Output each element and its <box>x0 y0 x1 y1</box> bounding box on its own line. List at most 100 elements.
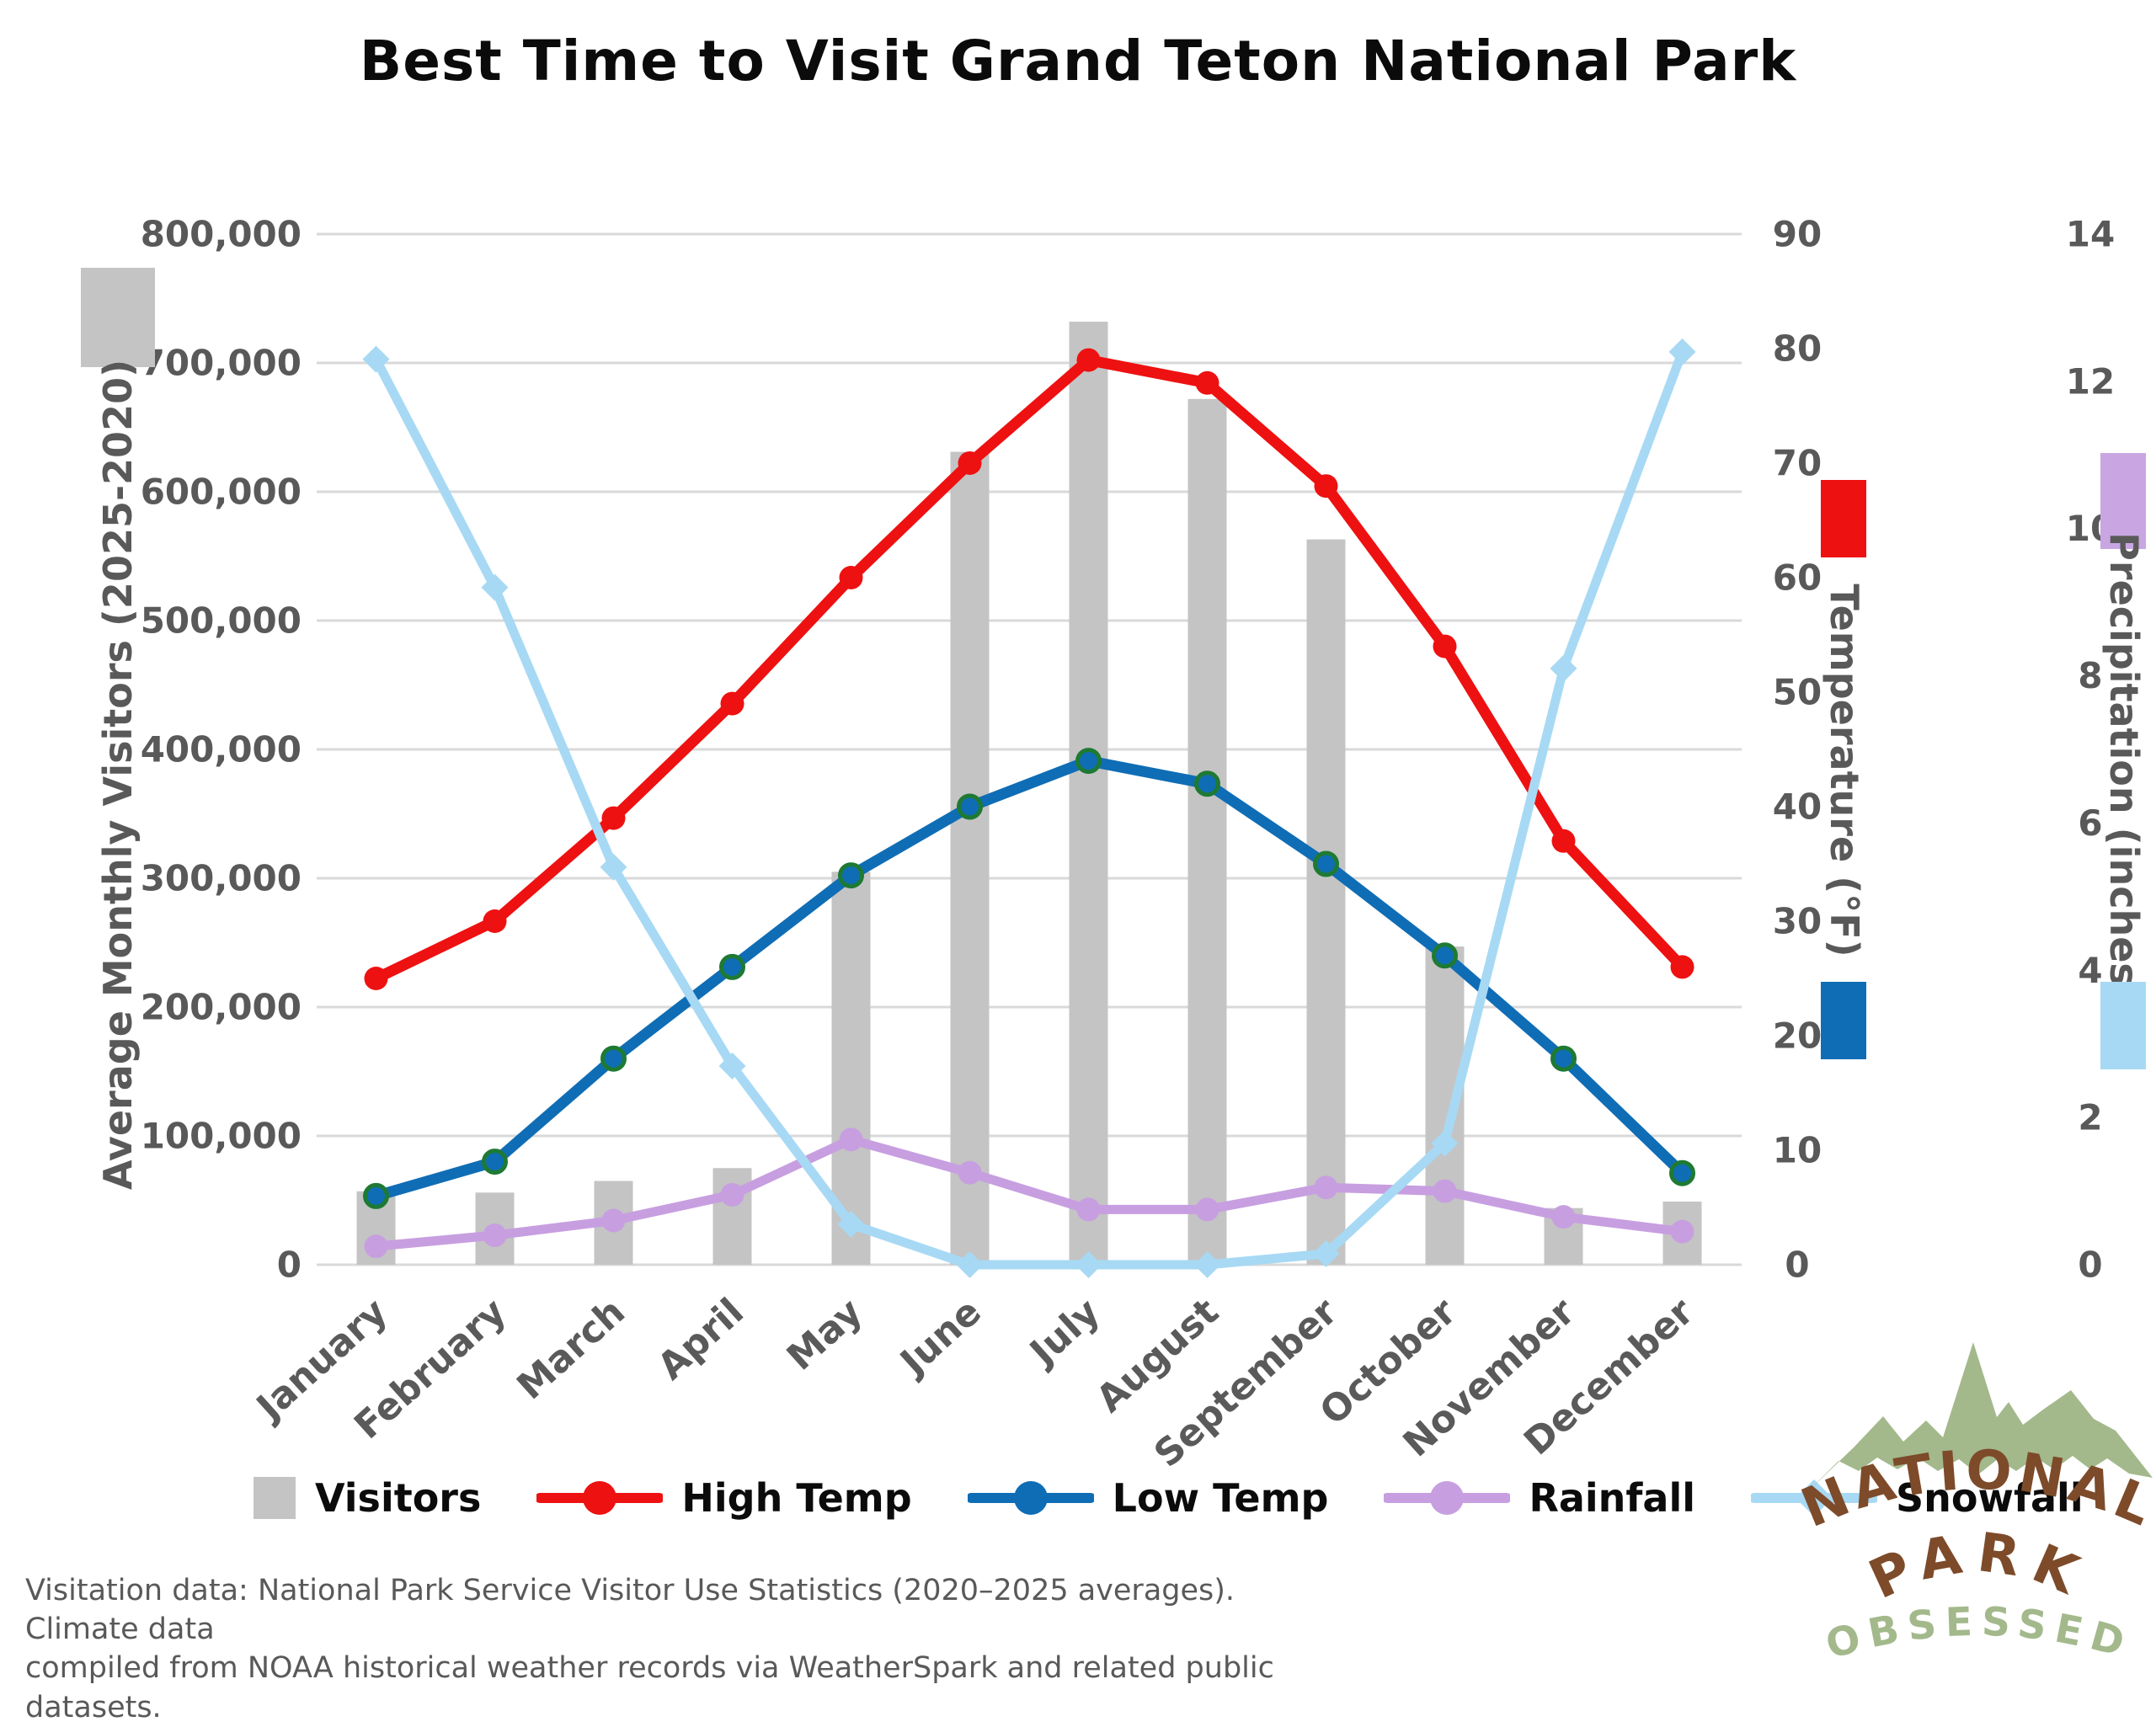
precipitation-tick-label: 14 <box>2066 214 2115 255</box>
low-temp-point-january <box>363 1182 389 1209</box>
visitors-tick-label: 400,000 <box>141 729 302 770</box>
high-temp-axis-swatch <box>1821 480 1866 557</box>
precipitation-tick-label: 12 <box>2066 360 2115 402</box>
visitors-tick-label: 100,000 <box>141 1116 302 1157</box>
legend-marker-high-temp <box>536 1481 664 1515</box>
precipitation-tick-label: 6 <box>2078 802 2102 844</box>
high-temp-point-january <box>364 967 388 990</box>
precipitation-tick-label: 0 <box>2078 1245 2102 1286</box>
legend-item-visitors: Visitors <box>253 1475 481 1521</box>
visitors-tick-label: 600,000 <box>141 472 302 513</box>
national-park-obsessed-logo: NATIONAL PARK OBSESSED <box>1794 1342 2156 1664</box>
snowfall-point-november <box>1550 654 1577 682</box>
temperature-tick-label: 70 <box>1773 443 1822 484</box>
temperature-tick-label: 30 <box>1773 901 1822 942</box>
rainfall-point-january <box>364 1234 388 1259</box>
rainfall-point-may <box>839 1127 863 1152</box>
page-title: Best Time to Visit Grand Teton National … <box>359 29 1797 93</box>
source-footnote-line2: compiled from NOAA historical weather re… <box>25 1651 1274 1724</box>
high-temp-point-march <box>601 806 626 830</box>
rainfall-point-july <box>1076 1197 1101 1222</box>
visitors-tick-label: 200,000 <box>141 987 302 1028</box>
precipitation-axis-title: Precipitation (inches) <box>2101 532 2147 1004</box>
temperature-axis-title: Temperature (°F) <box>1822 584 1867 957</box>
source-footnote: Visitation data: National Park Service V… <box>25 1571 1339 1727</box>
legend-item-rainfall: Rainfall <box>1384 1475 1695 1521</box>
low-temp-point-june <box>957 793 983 820</box>
source-footnote-line1: Visitation data: National Park Service V… <box>25 1574 1235 1647</box>
month-label-march: March <box>509 1290 633 1408</box>
legend-item-snowfall: Snowfall <box>1751 1475 2084 1521</box>
visitors-bar-june <box>950 451 990 1265</box>
month-label-june: June <box>891 1290 990 1385</box>
low-temp-point-november <box>1550 1045 1577 1072</box>
month-label-april: April <box>649 1290 751 1388</box>
snowfall-point-december <box>1668 338 1696 365</box>
legend-marker-snowfall <box>1751 1479 1878 1516</box>
rainfall-point-march <box>601 1208 626 1233</box>
low-temp-point-february <box>482 1149 508 1175</box>
visitors-bar-august <box>1187 398 1227 1266</box>
snowfall-point-august <box>1193 1251 1221 1278</box>
rainfall-line <box>371 1134 1687 1251</box>
high-temp-point-september <box>1314 474 1338 498</box>
snowfall-point-october <box>1431 1129 1459 1157</box>
low-temp-line <box>371 755 1688 1202</box>
temperature-tick-label: 60 <box>1773 557 1822 599</box>
visitors-tick-label: 700,000 <box>141 343 302 384</box>
visitors-axis-swatch <box>81 268 155 367</box>
low-temp-axis-swatch <box>1821 982 1866 1059</box>
visitors-bar-may <box>831 871 871 1265</box>
snowfall-point-may <box>837 1210 865 1238</box>
snowfall-point-january <box>362 345 390 373</box>
high-temp-point-february <box>483 909 507 933</box>
legend-marker-rainfall <box>1384 1481 1511 1515</box>
snowfall-point-february <box>481 573 509 601</box>
low-temp-point-may <box>838 862 864 889</box>
high-temp-point-november <box>1551 829 1576 853</box>
low-temp-point-july <box>1075 748 1102 775</box>
temperature-tick-label: 80 <box>1773 328 1822 370</box>
snowfall-axis-swatch <box>2100 982 2146 1069</box>
rainfall-point-november <box>1551 1205 1576 1229</box>
temperature-tick-label: 50 <box>1773 672 1822 713</box>
visitors-bar-july <box>1069 322 1108 1265</box>
precipitation-tick-label: 4 <box>2078 950 2102 991</box>
legend-item-high-temp: High Temp <box>536 1475 912 1521</box>
legend-label-high-temp: High Temp <box>681 1475 912 1521</box>
snowfall-point-april <box>718 1052 746 1079</box>
precipitation-tick-label: 2 <box>2078 1097 2102 1138</box>
chart-plot-area: 0 100,000 200,000 300,000 400,000 500,000 600,… <box>141 214 2116 1476</box>
high-temp-point-april <box>720 691 744 716</box>
snowfall-point-march <box>600 853 627 881</box>
low-temp-point-october <box>1432 942 1458 969</box>
visitors-tick-label: 800,000 <box>141 214 302 255</box>
month-label-july: July <box>1021 1290 1108 1375</box>
high-temp-line <box>371 354 1688 984</box>
high-temp-point-may <box>839 566 863 589</box>
rainfall-point-december <box>1670 1219 1694 1244</box>
visitors-bar-april <box>712 1168 752 1265</box>
visitors-tick-label: 0 <box>277 1245 302 1286</box>
rainfall-point-april <box>720 1182 744 1207</box>
temperature-tick-label: 10 <box>1773 1130 1822 1171</box>
snowfall-point-july <box>1075 1251 1102 1278</box>
visitors-tick-label: 300,000 <box>141 858 302 899</box>
high-temp-point-october <box>1433 634 1457 658</box>
temperature-tick-label: 90 <box>1773 214 1822 255</box>
legend-label-rainfall: Rainfall <box>1529 1475 1696 1521</box>
rainfall-point-august <box>1195 1197 1219 1222</box>
legend-swatch-visitors <box>253 1477 296 1519</box>
rainfall-point-september <box>1314 1175 1338 1200</box>
precipitation-tick-label: 8 <box>2078 655 2102 696</box>
low-temp-point-march <box>600 1045 627 1072</box>
low-temp-point-december <box>1669 1159 1695 1186</box>
temperature-tick-label: 40 <box>1773 786 1822 828</box>
snowfall-point-september <box>1312 1239 1340 1267</box>
low-temp-point-august <box>1194 770 1220 797</box>
legend-label-low-temp: Low Temp <box>1112 1475 1329 1521</box>
legend-item-low-temp: Low Temp <box>967 1475 1329 1521</box>
logo-word-obsessed: OBSESSED <box>1821 1599 2137 1664</box>
low-temp-point-april <box>719 953 745 980</box>
legend-label-visitors: Visitors <box>315 1475 482 1521</box>
